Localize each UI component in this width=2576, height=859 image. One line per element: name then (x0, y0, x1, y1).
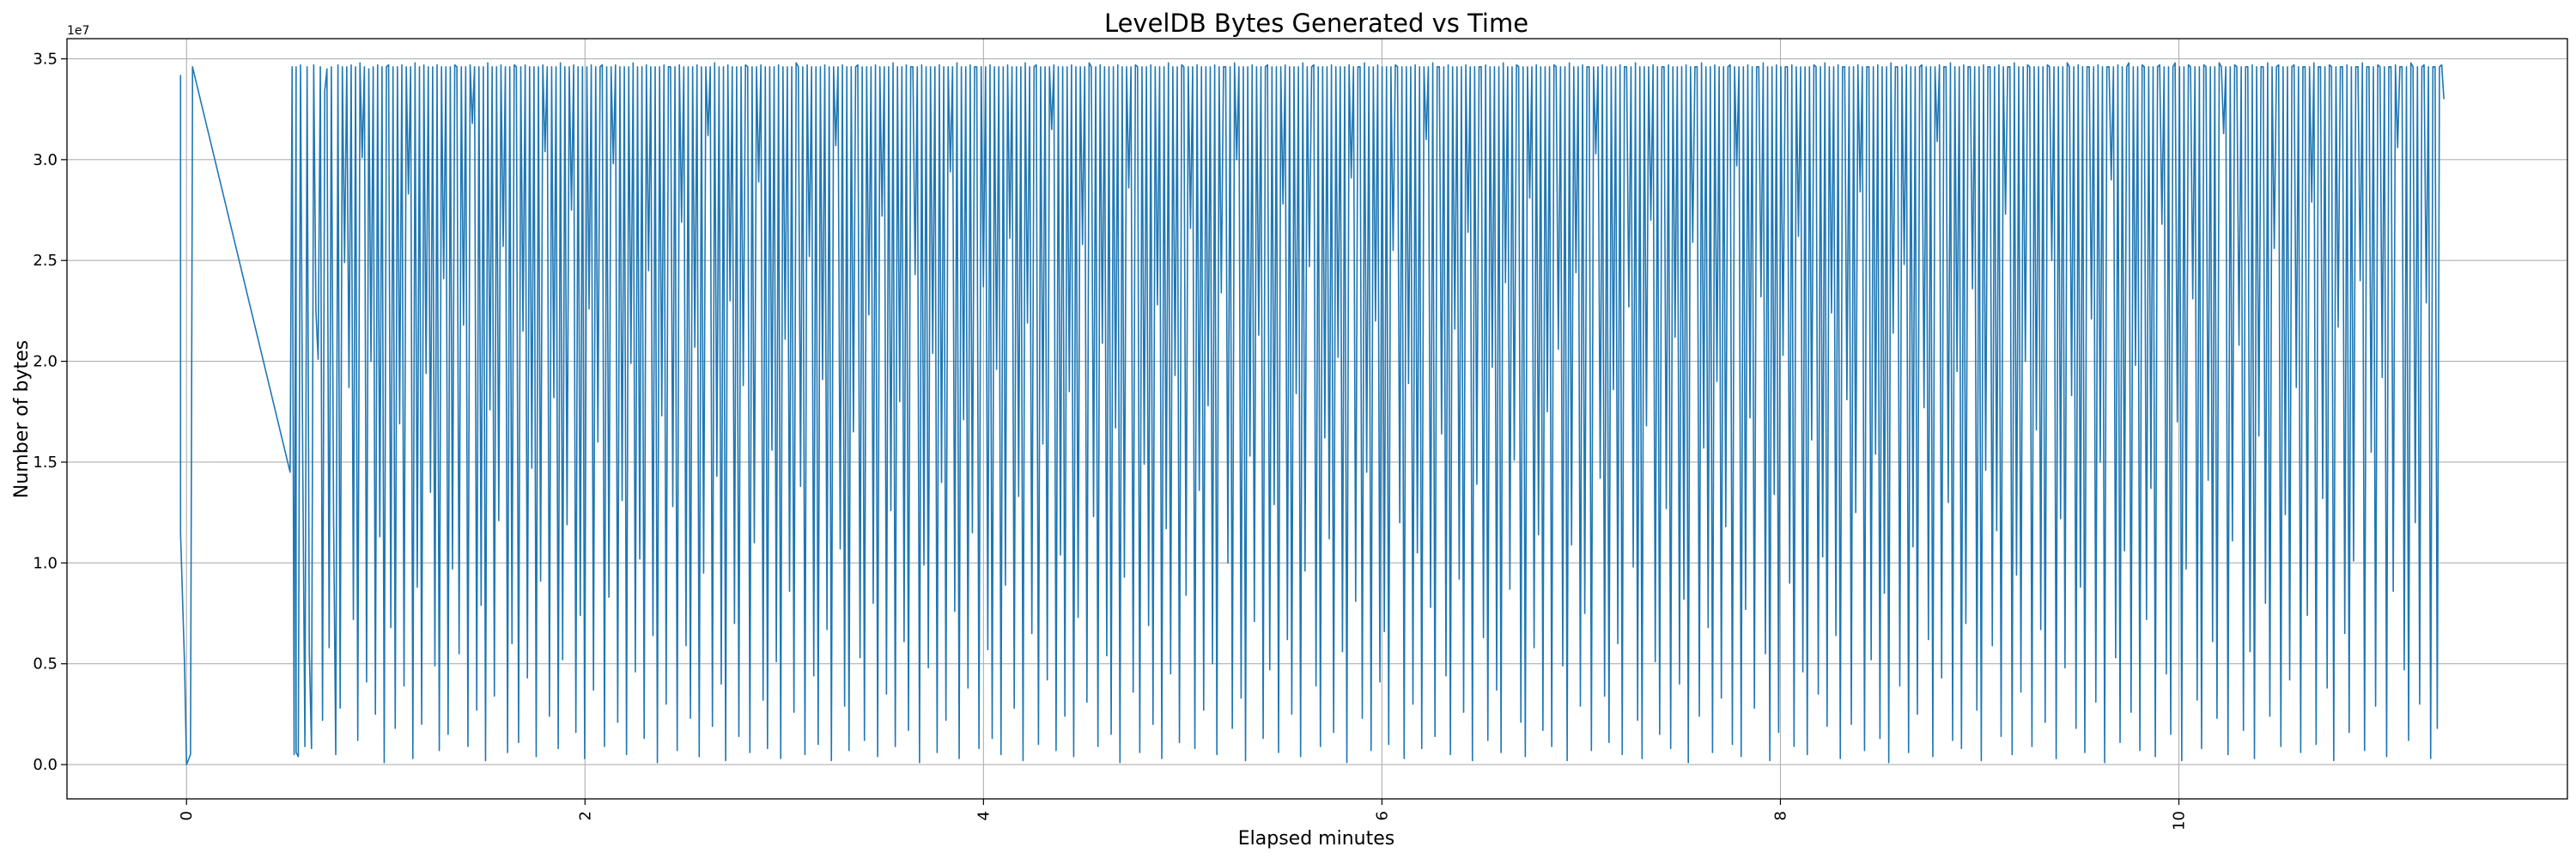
y-tick-label: 1.0 (33, 554, 58, 572)
chart-title: LevelDB Bytes Generated vs Time (1104, 9, 1528, 38)
x-axis: 0 2 4 6 8 10 (178, 799, 2189, 831)
x-tick-label: 4 (975, 811, 993, 820)
x-tick-label: 2 (576, 811, 594, 820)
y-offset-label: 1e7 (67, 24, 89, 38)
y-tick-label: 3.0 (33, 151, 58, 169)
x-tick-label: 10 (2171, 811, 2189, 831)
series-line-bytes (179, 62, 2445, 765)
y-tick-label: 0.0 (33, 756, 58, 774)
y-tick-label: 1.5 (33, 454, 58, 472)
x-axis-label: Elapsed minutes (1238, 828, 1394, 850)
y-tick-label: 3.5 (33, 50, 58, 68)
x-tick-label: 6 (1373, 811, 1391, 820)
series-line (179, 62, 2445, 765)
y-tick-label: 2.5 (33, 252, 58, 270)
x-tick-label: 0 (178, 811, 196, 820)
x-tick-label: 8 (1771, 811, 1789, 820)
y-axis: 0.0 0.5 1.0 1.5 2.0 2.5 3.0 3.5 (33, 50, 67, 774)
y-tick-label: 0.5 (33, 655, 58, 673)
plot-frame (66, 38, 2568, 800)
y-tick-label: 2.0 (33, 353, 58, 371)
y-axis-label: Number of bytes (11, 340, 33, 498)
